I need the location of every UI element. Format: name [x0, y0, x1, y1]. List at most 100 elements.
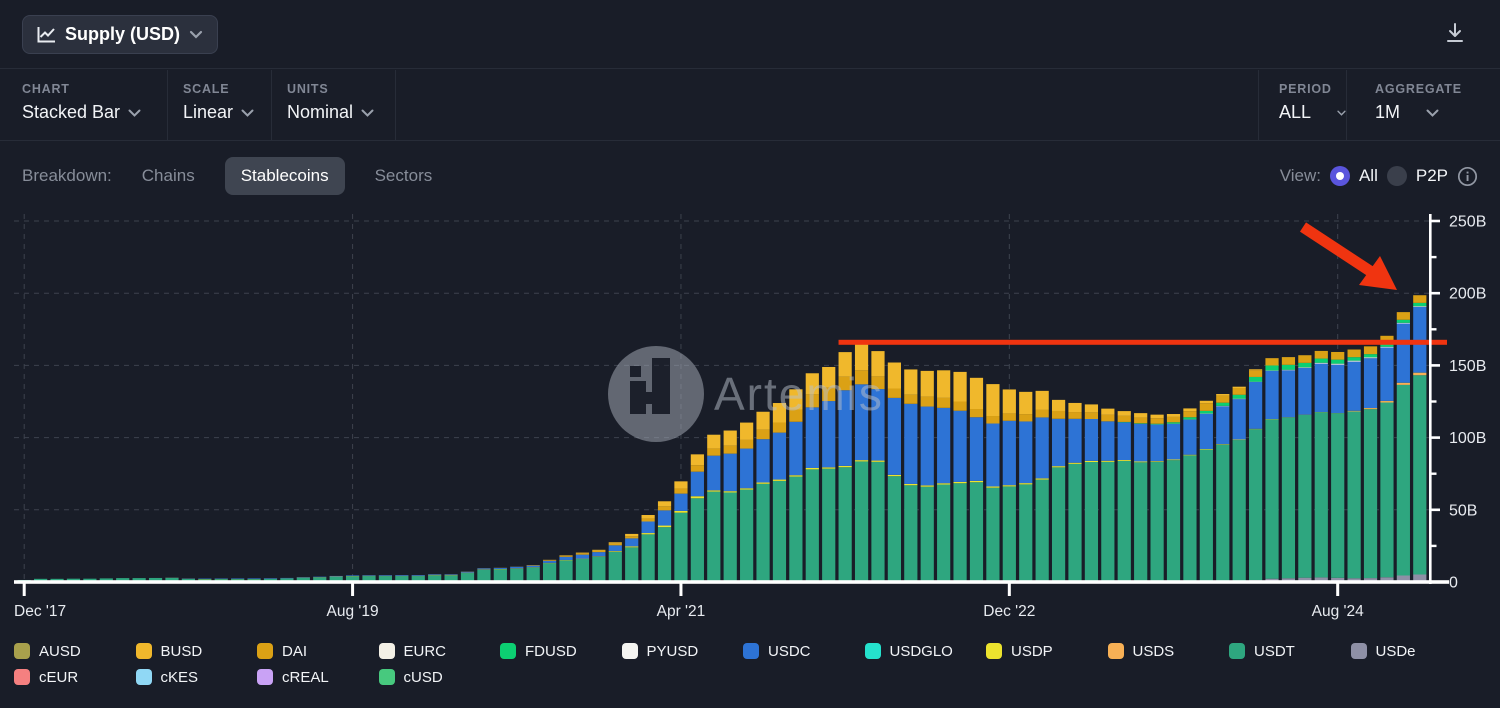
bar-segment-usdt[interactable] [953, 483, 967, 582]
bar-segment-usdt[interactable] [543, 563, 557, 582]
bar-segment-dai[interactable] [608, 543, 622, 546]
bar-segment-usdp[interactable] [723, 491, 737, 493]
bar-segment-usde[interactable] [1396, 575, 1410, 582]
bar-segment-pyusd[interactable] [1347, 360, 1361, 362]
bar-segment-usde[interactable] [1413, 574, 1427, 582]
bar-segment-usds[interactable] [1380, 401, 1394, 403]
bar-segment-busd[interactable] [592, 549, 606, 551]
control-scale[interactable]: SCALE Linear [168, 70, 272, 140]
bar-segment-usdp[interactable] [789, 475, 803, 477]
bar-segment-pyusd[interactable] [1396, 322, 1410, 324]
bar-segment-usdc[interactable] [887, 397, 901, 475]
bar-segment-usdc[interactable] [329, 575, 343, 577]
bar-segment-usdt[interactable] [559, 560, 573, 582]
bar-segment-usdp[interactable] [969, 480, 984, 483]
legend-item-cUSD[interactable]: cUSD [378, 667, 443, 687]
bar-segment-fdusd[interactable] [1216, 402, 1230, 406]
bar-segment-usdt[interactable] [510, 568, 524, 582]
bar-segment-dai[interactable] [1134, 417, 1148, 424]
bar-segment-usdc[interactable] [1166, 423, 1181, 460]
bar-segment-usdt[interactable] [1035, 479, 1049, 582]
bar-segment-usdc[interactable] [1019, 421, 1033, 484]
bar-segment-usdt[interactable] [1002, 486, 1016, 582]
bar-segment-busd[interactable] [575, 552, 590, 554]
bar-segment-fdusd[interactable] [1166, 422, 1181, 424]
bar-segment-fdusd[interactable] [1232, 394, 1246, 399]
bar-segment-dai[interactable] [1249, 370, 1263, 377]
bar-segment-usdc[interactable] [937, 407, 951, 484]
bar-segment-usdp[interactable] [1035, 478, 1049, 480]
bar-segment-usdc[interactable] [559, 556, 573, 560]
bar-segment-usdt[interactable] [1265, 419, 1279, 579]
bar-segment-dai[interactable] [543, 560, 557, 561]
bar-segment-busd[interactable] [756, 411, 770, 430]
bar-segment-dai[interactable] [1002, 413, 1016, 421]
bar-segment-usdt[interactable] [296, 577, 310, 582]
bar-segment-busd[interactable] [674, 481, 688, 489]
control-aggregate[interactable]: AGGREGATE 1M [1346, 70, 1500, 140]
bar-segment-usdc[interactable] [756, 439, 770, 483]
bar-segment-dai[interactable] [887, 388, 901, 398]
bar-segment-dai[interactable] [1051, 410, 1066, 419]
bar-segment-usdc[interactable] [1232, 399, 1246, 440]
bar-segment-usde[interactable] [1314, 577, 1328, 582]
bar-segment-busd[interactable] [1232, 386, 1246, 388]
bar-segment-usdc[interactable] [1413, 306, 1427, 373]
bar-segment-usdc[interactable] [723, 453, 737, 492]
bar-segment-usdt[interactable] [608, 551, 622, 582]
bar-segment-usdc[interactable] [920, 406, 934, 486]
bar-segment-usdc[interactable] [1183, 419, 1197, 455]
bar-segment-busd[interactable] [1084, 404, 1099, 413]
bar-segment-usdc[interactable] [247, 578, 261, 579]
bar-segment-usdc[interactable] [641, 521, 655, 534]
bar-segment-dai[interactable] [674, 488, 688, 494]
bar-segment-usdt[interactable] [329, 576, 343, 582]
bar-segment-usdp[interactable] [1199, 449, 1213, 450]
bar-segment-usdp[interactable] [887, 474, 901, 477]
bar-segment-usdc[interactable] [1249, 382, 1263, 429]
bar-segment-usdt[interactable] [1216, 444, 1230, 582]
bar-segment-dai[interactable] [822, 387, 836, 402]
bar-segment-usdp[interactable] [838, 465, 852, 468]
bar-segment-usdp[interactable] [1084, 460, 1099, 463]
bar-segment-usdp[interactable] [937, 483, 951, 485]
bar-segment-usdp[interactable] [904, 483, 918, 486]
bar-segment-usdt[interactable] [526, 567, 540, 582]
bar-segment-usdt[interactable] [1084, 462, 1099, 582]
bar-segment-usdt[interactable] [937, 484, 951, 582]
bar-segment-dai[interactable] [805, 394, 819, 408]
bar-segment-usdc[interactable] [477, 568, 491, 570]
bar-segment-usdc[interactable] [854, 384, 869, 461]
bar-segment-usdp[interactable] [854, 460, 869, 462]
bar-segment-fdusd[interactable] [1249, 376, 1263, 382]
bar-segment-usdt[interactable] [444, 575, 458, 582]
bar-segment-dai[interactable] [1265, 358, 1279, 366]
bar-segment-usdc[interactable] [1068, 418, 1082, 463]
bar-segment-usdt[interactable] [920, 486, 934, 582]
bar-segment-busd[interactable] [608, 542, 622, 544]
bar-segment-dai[interactable] [838, 376, 852, 391]
bar-segment-dai[interactable] [707, 448, 721, 456]
bar-segment-busd[interactable] [969, 377, 984, 410]
bar-segment-busd[interactable] [838, 352, 852, 377]
bar-segment-usdc[interactable] [1380, 347, 1394, 401]
bar-segment-usdp[interactable] [1134, 461, 1148, 463]
bar-segment-fdusd[interactable] [1183, 417, 1197, 420]
bar-segment-dai[interactable] [969, 409, 984, 418]
bar-segment-dai[interactable] [937, 397, 951, 408]
bar-segment-dai[interactable] [1150, 418, 1164, 424]
bar-segment-usde[interactable] [1380, 577, 1394, 582]
bar-segment-usdc[interactable] [1035, 417, 1049, 479]
bar-segment-usdt[interactable] [116, 578, 130, 582]
legend-item-cREAL[interactable]: cREAL [257, 667, 329, 687]
bar-segment-busd[interactable] [953, 371, 967, 402]
bar-segment-usdc[interactable] [690, 471, 704, 497]
bar-segment-usde[interactable] [1281, 578, 1296, 582]
bar-segment-dai[interactable] [1199, 403, 1213, 411]
bar-segment-dai[interactable] [871, 376, 885, 390]
bar-segment-usdc[interactable] [838, 390, 852, 466]
bar-segment-usdc[interactable] [575, 554, 590, 559]
bar-segment-busd[interactable] [822, 366, 836, 388]
bar-segment-usdt[interactable] [887, 476, 901, 582]
bar-segment-usde[interactable] [1298, 577, 1312, 582]
